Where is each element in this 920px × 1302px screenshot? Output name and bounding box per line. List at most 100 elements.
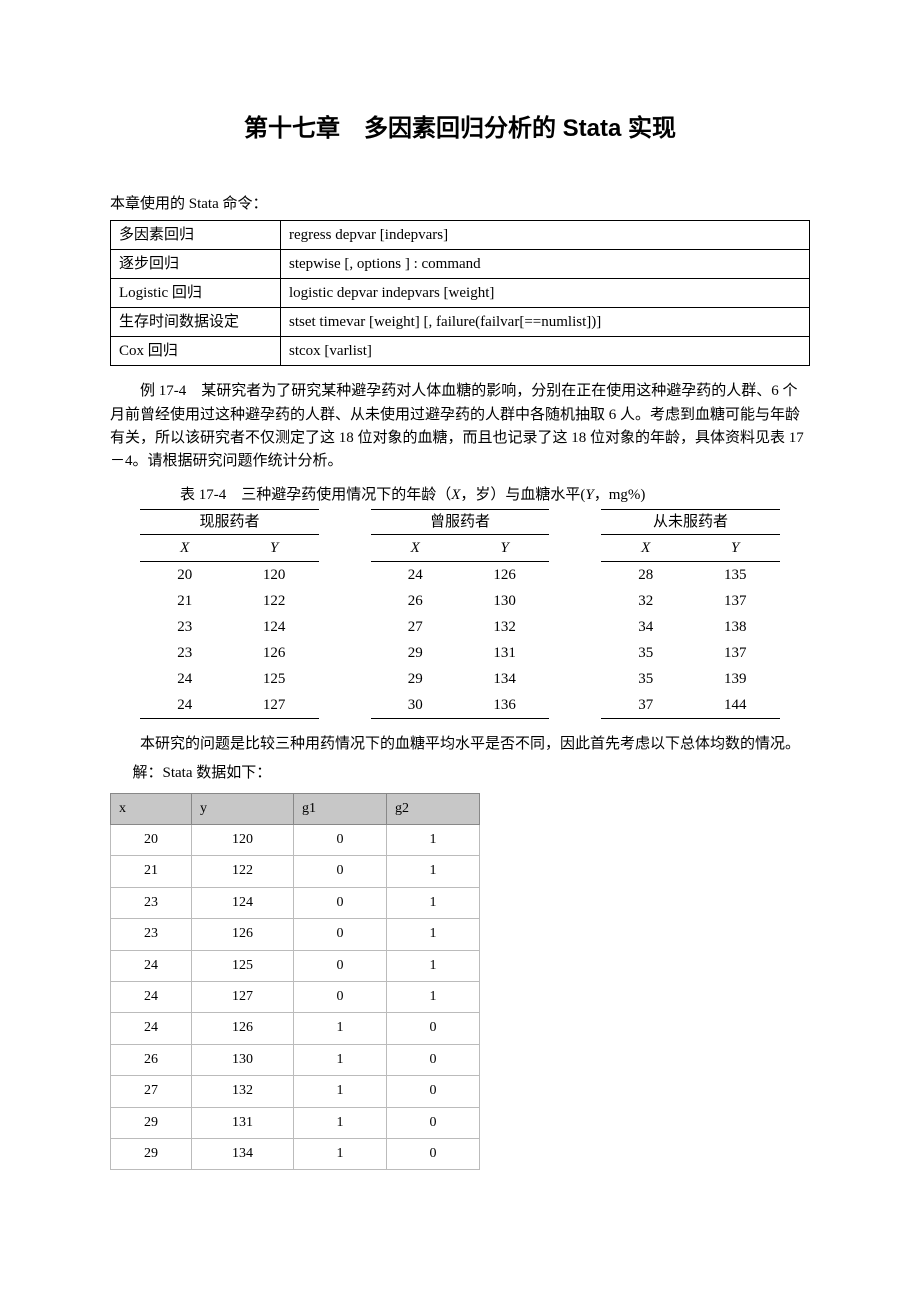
command-label: 逐步回归 — [111, 250, 281, 279]
data-cell: 124 — [192, 887, 294, 918]
data-cell: 24 — [140, 692, 229, 719]
data-cell: 125 — [192, 950, 294, 981]
data-cell: 20 — [140, 562, 229, 589]
table-row: 201202412628135 — [140, 562, 780, 589]
data-column-header: g1 — [294, 793, 387, 824]
data-cell: 1 — [387, 887, 480, 918]
table-row: 231262913135137 — [140, 640, 780, 666]
spacer — [319, 666, 371, 692]
spacer — [549, 666, 601, 692]
data-cell: 1 — [294, 1107, 387, 1138]
data-cell: 124 — [229, 614, 318, 640]
column-header: X — [140, 535, 229, 562]
command-row: Logistic 回归logistic depvar indepvars [we… — [111, 279, 810, 308]
data-cell: 0 — [294, 856, 387, 887]
data-cell: 27 — [111, 1076, 192, 1107]
data-cell: 138 — [690, 614, 780, 640]
data-cell: 131 — [460, 640, 549, 666]
data-cell: 0 — [294, 825, 387, 856]
data-cell: 144 — [690, 692, 780, 719]
data-cell: 126 — [192, 1013, 294, 1044]
data-cell: 1 — [294, 1013, 387, 1044]
command-syntax: stepwise [, options ] : command — [281, 250, 810, 279]
data-row: 2913410 — [111, 1138, 480, 1169]
data-cell: 21 — [111, 856, 192, 887]
spacer — [549, 640, 601, 666]
command-row: 多因素回归regress depvar [indepvars] — [111, 221, 810, 250]
table-row: 231242713234138 — [140, 614, 780, 640]
data-cell: 26 — [111, 1044, 192, 1075]
data-row: 2412610 — [111, 1013, 480, 1044]
data-cell: 132 — [460, 614, 549, 640]
group-header: 曾服药者 — [371, 510, 550, 535]
stata-data-table: xyg1g2 201200121122012312401231260124125… — [110, 793, 480, 1171]
data-cell: 122 — [229, 588, 318, 614]
data-cell: 0 — [294, 981, 387, 1012]
data-cell: 1 — [387, 950, 480, 981]
data-row: 2412701 — [111, 981, 480, 1012]
spacer — [319, 614, 371, 640]
table-17-4-caption: 表 17-4 三种避孕药使用情况下的年龄（X，岁）与血糖水平(Y，mg%) — [110, 483, 810, 507]
data-row: 2312401 — [111, 887, 480, 918]
table-row: 241252913435139 — [140, 666, 780, 692]
spacer — [549, 588, 601, 614]
data-cell: 20 — [111, 825, 192, 856]
data-cell: 29 — [371, 640, 460, 666]
data-column-header: g2 — [387, 793, 480, 824]
data-cell: 134 — [460, 666, 549, 692]
table-row: 241273013637144 — [140, 692, 780, 719]
table-row: 211222613032137 — [140, 588, 780, 614]
command-syntax: stset timevar [weight] [, failure(failva… — [281, 308, 810, 337]
spacer — [319, 562, 371, 589]
data-cell: 28 — [601, 562, 690, 589]
column-header: X — [371, 535, 460, 562]
spacer — [549, 692, 601, 719]
data-cell: 24 — [111, 950, 192, 981]
table-17-4: 现服药者曾服药者从未服药者XYXYXY201202412628135211222… — [140, 509, 780, 719]
data-cell: 136 — [460, 692, 549, 719]
data-row: 2713210 — [111, 1076, 480, 1107]
command-label: Logistic 回归 — [111, 279, 281, 308]
data-cell: 1 — [387, 856, 480, 887]
data-cell: 24 — [111, 1013, 192, 1044]
data-cell: 34 — [601, 614, 690, 640]
data-cell: 1 — [294, 1076, 387, 1107]
caption-text: 表 17-4 三种避孕药使用情况下的年龄（ — [180, 487, 451, 503]
group-header: 从未服药者 — [601, 510, 780, 535]
group-header: 现服药者 — [140, 510, 319, 535]
spacer — [319, 640, 371, 666]
caption-y-symbol: Y — [585, 487, 593, 503]
column-header: Y — [229, 535, 318, 562]
data-cell: 35 — [601, 666, 690, 692]
data-row: 2112201 — [111, 856, 480, 887]
data-cell: 24 — [111, 981, 192, 1012]
caption-text: ，岁）与血糖水平( — [460, 487, 585, 503]
data-cell: 120 — [192, 825, 294, 856]
command-row: 生存时间数据设定stset timevar [weight] [, failur… — [111, 308, 810, 337]
data-cell: 32 — [601, 588, 690, 614]
command-row: Cox 回归stcox [varlist] — [111, 337, 810, 366]
spacer — [549, 614, 601, 640]
spacer — [319, 588, 371, 614]
data-cell: 1 — [387, 981, 480, 1012]
intro-line: 本章使用的 Stata 命令： — [110, 192, 810, 216]
command-syntax: stcox [varlist] — [281, 337, 810, 366]
data-cell: 29 — [111, 1138, 192, 1169]
data-cell: 130 — [460, 588, 549, 614]
caption-text: ，mg%) — [594, 487, 646, 503]
data-cell: 126 — [460, 562, 549, 589]
data-cell: 120 — [229, 562, 318, 589]
data-cell: 1 — [294, 1138, 387, 1169]
data-cell: 29 — [371, 666, 460, 692]
data-cell: 122 — [192, 856, 294, 887]
column-header: X — [601, 535, 690, 562]
data-cell: 134 — [192, 1138, 294, 1169]
data-cell: 0 — [387, 1076, 480, 1107]
data-cell: 1 — [387, 919, 480, 950]
data-cell: 137 — [690, 588, 780, 614]
data-cell: 0 — [294, 950, 387, 981]
data-cell: 24 — [371, 562, 460, 589]
data-cell: 127 — [229, 692, 318, 719]
spacer — [549, 562, 601, 589]
data-row: 2913110 — [111, 1107, 480, 1138]
